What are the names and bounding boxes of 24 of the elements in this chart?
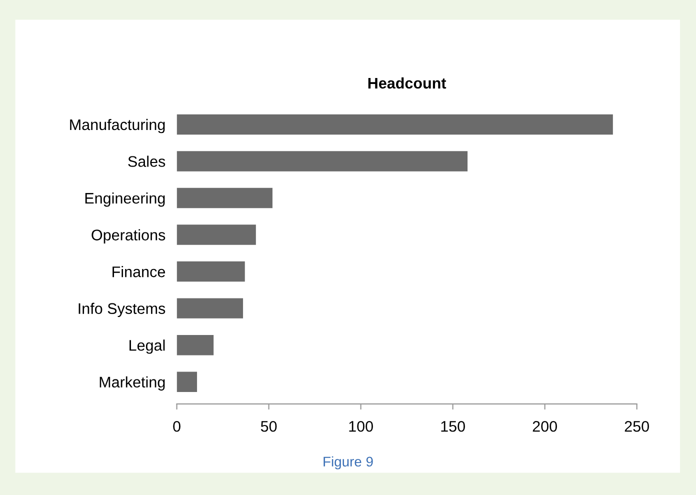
bar — [176, 114, 613, 135]
bar — [176, 188, 272, 208]
y-tick-label: Manufacturing — [70, 118, 165, 134]
y-tick-label: Marketing — [100, 376, 165, 391]
y-tick-label: Operations — [92, 229, 166, 244]
bar — [176, 298, 244, 318]
y-tick-label: Finance — [112, 266, 165, 278]
x-tick-label: 50 — [260, 420, 277, 432]
bar — [176, 151, 468, 172]
y-tick-label: Info Systems — [78, 302, 166, 318]
bar — [176, 224, 256, 245]
x-tick-label: 250 — [624, 420, 649, 432]
x-tick-label: 200 — [532, 420, 557, 432]
bar — [176, 334, 214, 356]
x-tick-label: 0 — [173, 420, 180, 432]
bar — [176, 261, 245, 282]
bar — [176, 372, 198, 392]
caption: Figure 9 — [324, 456, 373, 470]
y-tick-label: Sales — [128, 156, 166, 167]
x-tick-label: 150 — [441, 420, 465, 432]
chart-title: Headcount — [368, 77, 446, 89]
x-tick-label: 100 — [349, 420, 373, 432]
y-tick-label: Engineering — [85, 192, 165, 207]
y-tick-label: Legal — [130, 340, 165, 354]
